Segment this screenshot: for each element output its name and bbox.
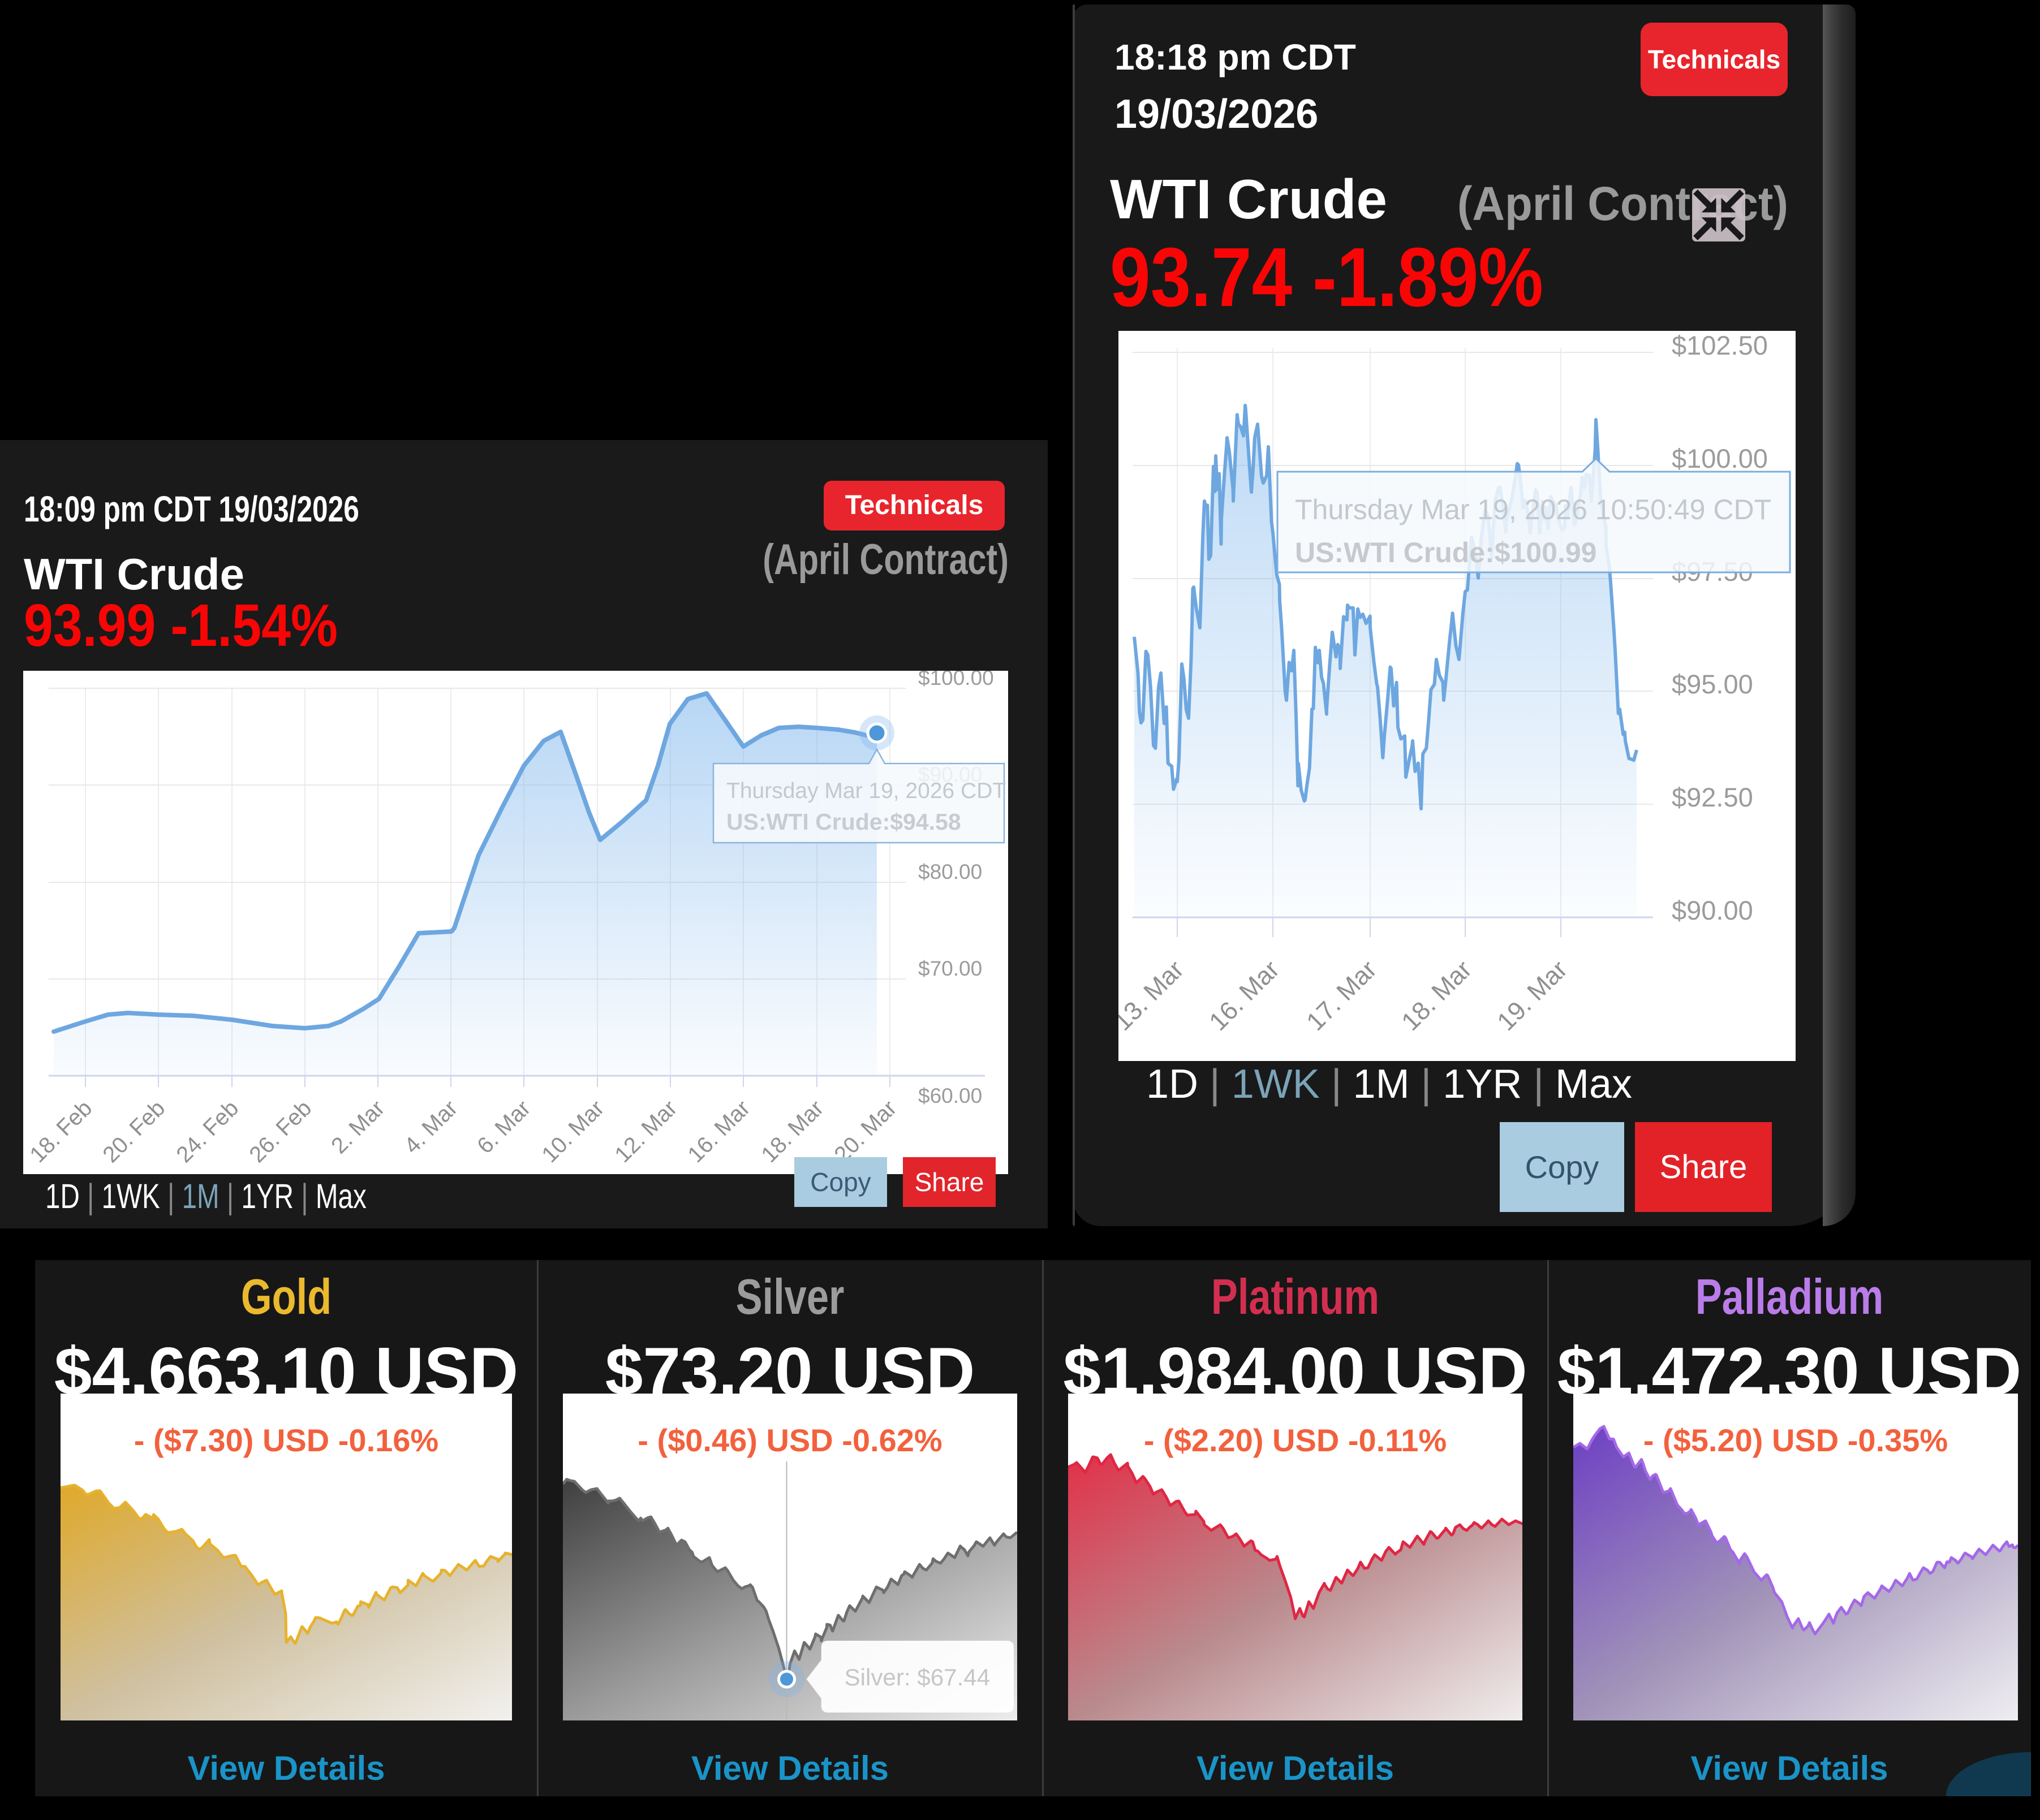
svg-text:6. Mar: 6. Mar (472, 1096, 535, 1158)
svg-text:$95.00: $95.00 (1672, 669, 1753, 699)
svg-text:19. Mar: 19. Mar (1491, 955, 1573, 1036)
svg-text:13. Mar: 13. Mar (1118, 955, 1189, 1036)
svg-text:4. Mar: 4. Mar (399, 1096, 462, 1158)
svg-text:Silver: $67.44: Silver: $67.44 (844, 1664, 990, 1690)
svg-text:16. Mar: 16. Mar (683, 1096, 755, 1167)
svg-text:US:WTI Crude:$94.58: US:WTI Crude:$94.58 (726, 809, 961, 835)
svg-text:$90.00: $90.00 (1672, 895, 1753, 925)
svg-text:$80.00: $80.00 (918, 860, 982, 883)
svg-text:18. Mar: 18. Mar (1396, 955, 1477, 1036)
svg-text:24. Feb: 24. Feb (171, 1096, 243, 1167)
svg-text:20. Feb: 20. Feb (98, 1096, 170, 1167)
svg-text:26. Feb: 26. Feb (244, 1096, 316, 1167)
svg-text:12. Mar: 12. Mar (610, 1096, 682, 1167)
svg-text:$100.00: $100.00 (1672, 443, 1768, 473)
svg-text:10. Mar: 10. Mar (537, 1096, 609, 1167)
svg-text:Thursday Mar 19, 2026 CDT: Thursday Mar 19, 2026 CDT (726, 779, 1006, 803)
svg-text:$60.00: $60.00 (918, 1084, 982, 1107)
svg-text:$92.50: $92.50 (1672, 782, 1753, 812)
svg-text:17. Mar: 17. Mar (1301, 955, 1382, 1036)
svg-text:$100.00: $100.00 (918, 671, 994, 689)
svg-text:US:WTI Crude:$100.99: US:WTI Crude:$100.99 (1295, 537, 1596, 568)
svg-text:18. Feb: 18. Feb (25, 1096, 97, 1167)
svg-text:2. Mar: 2. Mar (326, 1096, 389, 1158)
svg-text:16. Mar: 16. Mar (1203, 955, 1285, 1036)
svg-text:$102.50: $102.50 (1672, 331, 1768, 360)
svg-text:$70.00: $70.00 (918, 957, 982, 980)
svg-text:Thursday Mar 19, 2026 10:50:49: Thursday Mar 19, 2026 10:50:49 CDT (1295, 494, 1771, 525)
